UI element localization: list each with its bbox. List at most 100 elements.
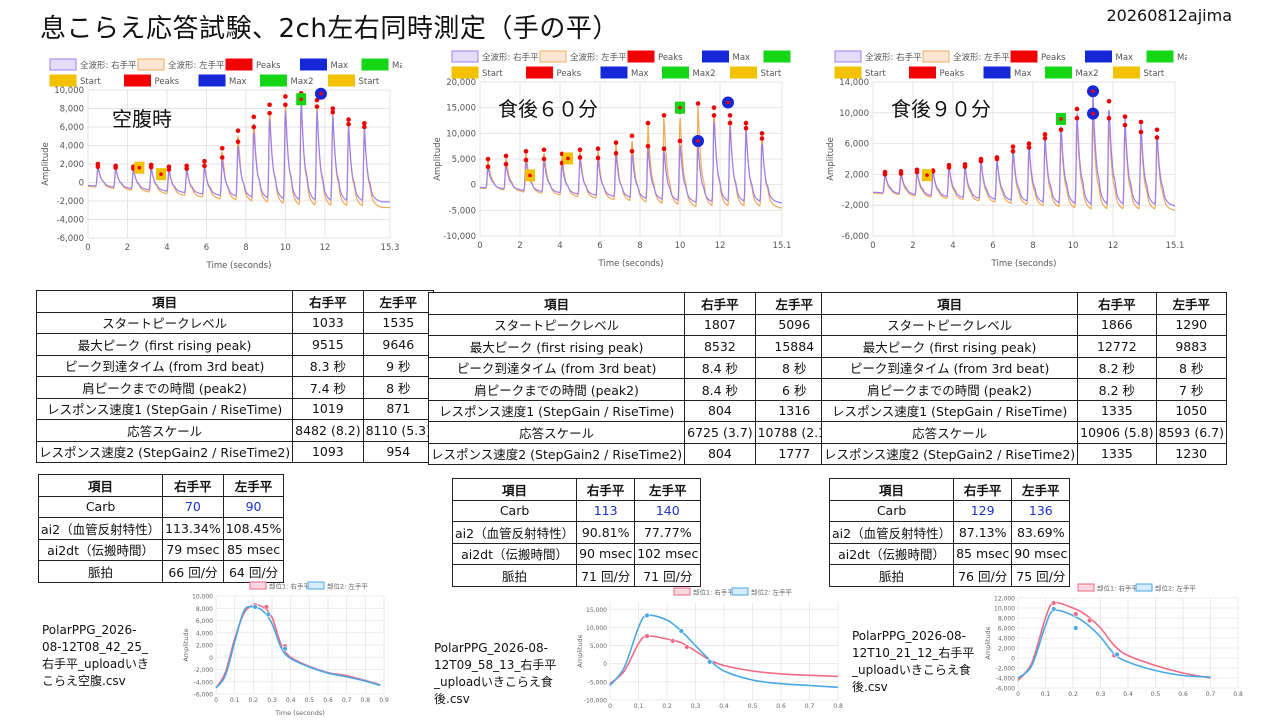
peak-point <box>251 124 257 130</box>
peak-point <box>711 105 717 110</box>
page-title: 息こらえ応答試験、2ch左右同時測定（手の平） <box>40 14 619 44</box>
peak-point <box>346 117 351 122</box>
x-tick-label: 12 <box>319 243 330 253</box>
peak-point <box>148 162 154 168</box>
x-axis-label: Time (seconds) <box>274 709 325 717</box>
metrics-table-header-cell: 左手平 <box>1155 292 1227 315</box>
x-tick-label: 4 <box>164 243 169 253</box>
avg-feature-point <box>1086 617 1093 624</box>
avg-feature-point <box>265 611 271 618</box>
waveform-line <box>87 99 390 209</box>
peak-point <box>251 114 257 120</box>
metrics-table-cell: 8.2 秒 <box>1077 356 1157 379</box>
x-axis-label: Time (seconds) <box>598 259 664 269</box>
pulse-table-header-row: 項目 右手平 左手平 <box>828 478 1071 501</box>
legend-label: 部位2: 左手平 <box>751 588 792 597</box>
legend-label: Peaks <box>155 77 180 87</box>
legend-label: Max2 <box>1177 53 1187 63</box>
metrics-table-cell: 804 <box>684 399 756 422</box>
avg-feature-point <box>263 604 270 610</box>
metrics-table-cell: 1866 <box>1077 313 1157 336</box>
pulse-table-cell: 85 msec <box>222 538 285 561</box>
max-marker-dot <box>726 100 730 105</box>
metrics-table-cell: 8 秒 <box>1155 356 1227 379</box>
metrics-table-row: 応答スケール 10906 (5.8) 8593 (6.7) <box>820 421 1227 444</box>
y-tick-label: 8,000 <box>998 616 1015 623</box>
pulse-table-cell: ai2（血管反射特性） <box>451 521 578 544</box>
peak-point <box>346 121 351 127</box>
y-tick-label: -4,000 <box>996 676 1016 683</box>
peak-point <box>1154 127 1160 133</box>
legend-swatch <box>702 50 729 63</box>
pulse-table-header-cell: 右手平 <box>576 478 636 501</box>
metrics-table-cell: 871 <box>362 397 435 420</box>
y-tick-label: 10,000 <box>586 625 607 632</box>
peak-point <box>330 109 336 115</box>
metrics-table-header-cell: 項目 <box>820 292 1079 315</box>
y-tick-label: -4,000 <box>194 679 214 686</box>
peak-point <box>1138 119 1144 125</box>
legend-swatch <box>673 587 691 596</box>
y-tick-label: 6,000 <box>998 626 1015 633</box>
metrics-table-cell: 1019 <box>292 397 364 420</box>
filename-line: 12T09_58_13_右手平 <box>434 658 557 672</box>
legend-label: Max2 <box>693 69 716 79</box>
peak-point <box>541 147 547 153</box>
x-tick-label: 12 <box>1108 241 1119 251</box>
pulse-table-after60: 項目 右手平 左手平 Carb 113 140 ai2（血管反射特性） 90.81% 77.77… <box>451 478 702 587</box>
peak-point <box>577 147 583 153</box>
pulse-table-cell: 66 回/分 <box>162 560 224 583</box>
legend-label: Start <box>761 69 782 79</box>
legend-swatch <box>1085 50 1112 63</box>
x-tick-label: 0.1 <box>1041 691 1051 698</box>
peak-point <box>629 149 635 154</box>
pulse-table-cell: 90 msec <box>576 542 636 565</box>
y-tick-label: -2,000 <box>842 201 869 211</box>
max2-marker-dot <box>1059 117 1063 121</box>
peak-point <box>523 149 529 154</box>
legend-swatch <box>225 58 253 71</box>
metrics-table-cell: 1290 <box>1155 313 1227 336</box>
metrics-table-row: スタートピークレベル 1866 1290 <box>820 313 1227 336</box>
pulse-table-row: 脈拍 71 回/分 71 回/分 <box>451 564 702 587</box>
peak-point <box>1106 98 1112 104</box>
pulse-table-cell: 140 <box>634 499 702 522</box>
legend-swatch <box>124 74 151 87</box>
legend-label: Peaks <box>940 69 965 79</box>
x-tick-label: 0.2 <box>249 697 259 704</box>
x-tick-label: 0.6 <box>323 697 333 704</box>
pulse-table-cell: 113 <box>576 499 636 522</box>
x-tick-label: 2 <box>517 241 522 251</box>
metrics-table-cell: 9515 <box>292 333 364 356</box>
avg-feature-point <box>252 604 258 610</box>
y-axis-label: Amplitude <box>984 626 992 659</box>
legend-swatch <box>730 66 757 79</box>
x-tick-label: 0 <box>870 241 875 251</box>
x-tick-label: 6 <box>204 243 209 253</box>
start-marker-dot <box>137 165 142 170</box>
pulse-table-cell: 77.77% <box>634 521 702 544</box>
x-tick-label: 8 <box>1030 241 1035 251</box>
legend-swatch <box>834 50 862 63</box>
metrics-table-cell: 肩ピークまでの時間 (peak2) <box>35 376 294 399</box>
metrics-table-row: 応答スケール 8482 (8.2) 8110 (5.3) <box>35 419 435 442</box>
metrics-table-cell: レスポンス速度2 (StepGain2 / RiseTime2) <box>35 440 294 463</box>
y-tick-label: 2,000 <box>60 160 84 170</box>
filename-after90: PolarPPG_2026-08- 12T10_21_12_右手平 _uploadい… <box>852 628 992 696</box>
metrics-table-cell: 954 <box>362 440 435 463</box>
y-tick-label: -5,000 <box>588 679 608 686</box>
legend-label: Start <box>1144 69 1165 79</box>
max-marker-dot <box>696 139 700 143</box>
metrics-table-row: レスポンス速度1 (StepGain / RiseTime) 1335 1050 <box>820 399 1227 422</box>
pulse-table-row: 脈拍 66 回/分 64 回/分 <box>37 560 285 583</box>
legend-swatch <box>1010 50 1038 63</box>
avg-chart-after90: 部位1: 右手平 部位2: 左手平 12,000 10,000 8,000 6,000 4,… <box>984 583 1243 698</box>
pulse-table-cell: Carb <box>828 499 955 522</box>
pulse-table-cell: 75 回/分 <box>1011 564 1071 587</box>
peak-point <box>113 163 118 169</box>
pulse-table-cell: 108.45% <box>222 517 285 540</box>
peak-point <box>962 164 968 169</box>
x-tick-label: 0 <box>1016 691 1020 698</box>
legend-label: 全波形: 左手平 <box>953 52 1010 63</box>
